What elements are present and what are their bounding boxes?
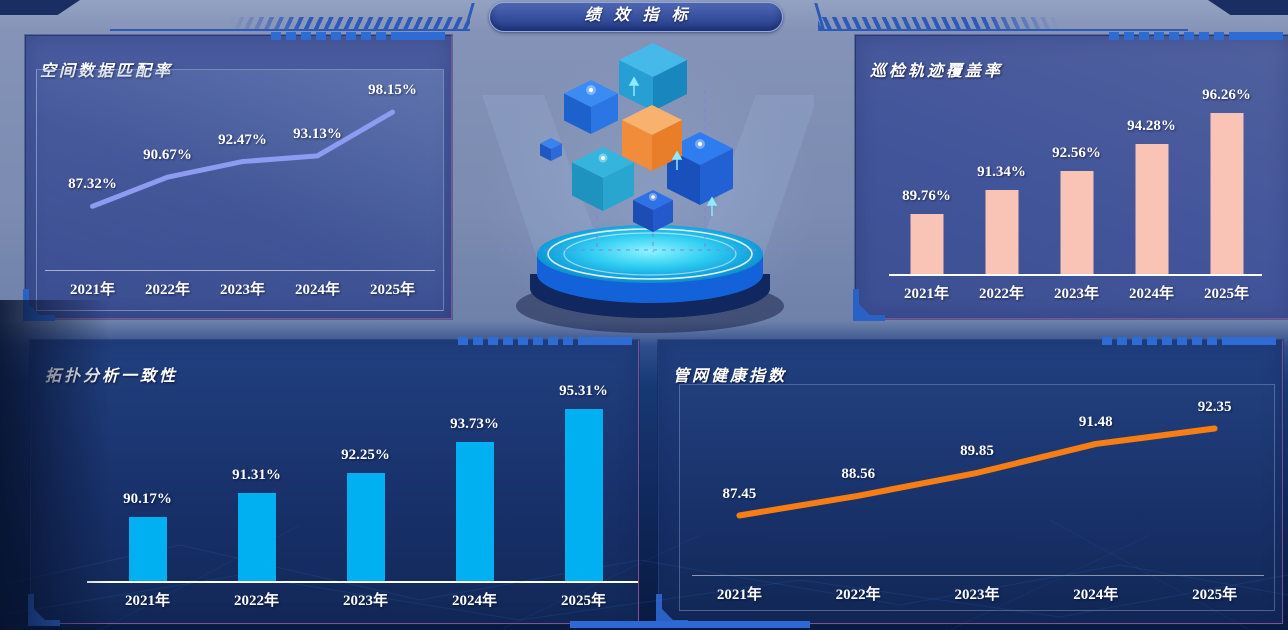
x-tick-label: 2021年	[124, 593, 171, 609]
x-tick-label: 2024年	[1073, 587, 1119, 603]
value-label: 89.76%	[902, 188, 951, 205]
header-line-right	[818, 29, 1188, 31]
value-label: 90.17%	[123, 490, 172, 507]
bar	[985, 189, 1018, 274]
bar	[910, 214, 943, 274]
value-label: 91.48	[1078, 413, 1113, 430]
x-tick-label: 2025年	[1203, 286, 1250, 302]
data-cube-illustration	[474, 40, 818, 350]
x-tick-label: 2022年	[233, 593, 280, 609]
x-axis-line	[87, 581, 638, 583]
value-label: 87.32%	[68, 176, 117, 193]
x-tick-label: 2025年	[560, 593, 607, 609]
panel-spatial-data-match-rate: 空间数据匹配率 2021年 2022年 2023年 2024年 2025年 87.32% 9…	[23, 32, 452, 321]
value-label: 93.73%	[450, 416, 499, 433]
panel-corner-accent	[853, 289, 885, 321]
bar	[237, 492, 276, 581]
value-label: 92.25%	[341, 447, 390, 464]
header-hatch-right	[818, 17, 1058, 30]
panel-title: 管网健康指数	[673, 368, 788, 386]
x-tick-label: 2022年	[144, 282, 191, 298]
panel-squares-decoration	[458, 337, 632, 345]
x-tick-label: 2025年	[1192, 587, 1238, 603]
panel-title: 拓扑分析一致性	[45, 368, 179, 386]
value-label: 98.15%	[368, 82, 417, 99]
x-tick-label: 2022年	[978, 286, 1025, 302]
x-axis-line	[692, 575, 1264, 576]
value-label: 89.85	[960, 442, 994, 459]
panel-title: 巡检轨迹覆盖率	[870, 63, 1004, 81]
value-label: 94.28%	[1127, 118, 1176, 135]
x-tick-label: 2024年	[451, 593, 498, 609]
value-label: 92.47%	[218, 131, 267, 148]
bar	[455, 442, 494, 581]
panel-squares-decoration	[1102, 337, 1276, 345]
x-tick-label: 2023年	[1053, 286, 1100, 302]
value-label: 92.56%	[1052, 144, 1101, 161]
bar	[128, 516, 167, 581]
line-series	[90, 109, 395, 209]
x-tick-label: 2023年	[219, 282, 266, 298]
footer-accent-bar	[570, 621, 810, 628]
x-axis-line	[889, 274, 1262, 276]
panel-patrol-track-coverage-rate: 巡检轨迹覆盖率 2021年 2022年 2023年 2024年 2025年 89.76% 9…	[853, 32, 1288, 321]
cube-big-cyan	[619, 43, 687, 111]
x-tick-label: 2021年	[716, 587, 762, 603]
value-label: 96.26%	[1202, 87, 1251, 104]
spatial-data-match-rate-chart: 2021年 2022年 2023年 2024年 2025年 87.32% 90.67% 92.…	[36, 69, 444, 311]
header-hatch-left	[230, 17, 470, 30]
bar	[1060, 170, 1093, 274]
page-title-pill: 绩效指标	[489, 2, 783, 32]
bar	[1135, 144, 1168, 274]
panel-title: 空间数据匹配率	[40, 57, 173, 81]
panel-pipe-network-health-index: 管网健康指数 2021年 2022年 2023年 2024年 2025年 87.45 88.…	[656, 337, 1283, 626]
value-label: 92.35	[1197, 398, 1232, 415]
header: 绩效指标	[0, 0, 1288, 36]
cube-podium-graphic	[482, 43, 818, 350]
cube-small-far-left	[540, 138, 562, 161]
patrol-track-coverage-rate-chart: 2021年 2022年 2023年 2024年 2025年 89.76% 91.34% 92.…	[889, 71, 1264, 318]
bar	[564, 409, 603, 581]
bar	[346, 473, 385, 581]
cube-left-blue	[564, 80, 618, 134]
page-title: 绩效指标	[584, 7, 701, 24]
x-tick-label: 2023年	[954, 587, 1000, 603]
x-tick-label: 2024年	[1128, 286, 1175, 302]
cube-bottom-small	[633, 190, 673, 232]
topology-analysis-consistency-chart: 2021年 2022年 2023年 2024年 2025年 90.17% 91.31% 92.…	[87, 383, 638, 629]
header-line-left	[110, 29, 470, 31]
panel-squares-decoration	[271, 32, 445, 40]
panel-squares-decoration	[1109, 32, 1283, 40]
x-tick-label: 2021年	[69, 282, 116, 298]
header-bracket-right	[794, 3, 825, 29]
panel-topology-analysis-consistency: 拓扑分析一致性 2021年 2022年 2023年 2024年 2025年 90.17% 9…	[28, 337, 639, 626]
value-label: 91.31%	[232, 466, 281, 483]
line-series	[736, 425, 1218, 519]
header-corner-decoration-left	[0, 0, 80, 15]
value-label: 91.34%	[977, 163, 1026, 180]
pipe-network-health-index-chart: 2021年 2022年 2023年 2024年 2025年 87.45 88.56 89.85…	[679, 384, 1275, 611]
value-label: 95.31%	[559, 383, 608, 400]
bar	[1210, 113, 1243, 274]
value-label: 90.67%	[143, 147, 192, 164]
header-corner-decoration-right	[1208, 0, 1288, 15]
value-label: 93.13%	[293, 125, 342, 142]
x-tick-label: 2024年	[294, 282, 341, 298]
x-axis-line	[45, 270, 435, 271]
cube-teal	[572, 147, 634, 211]
x-tick-label: 2025年	[369, 282, 416, 298]
x-tick-label: 2021年	[903, 286, 950, 302]
x-tick-label: 2022年	[835, 587, 881, 603]
cube-right-blue	[667, 132, 733, 205]
x-tick-label: 2023年	[342, 593, 389, 609]
value-label: 87.45	[722, 485, 757, 502]
panel-corner-accent	[28, 594, 60, 626]
value-label: 88.56	[841, 465, 876, 482]
